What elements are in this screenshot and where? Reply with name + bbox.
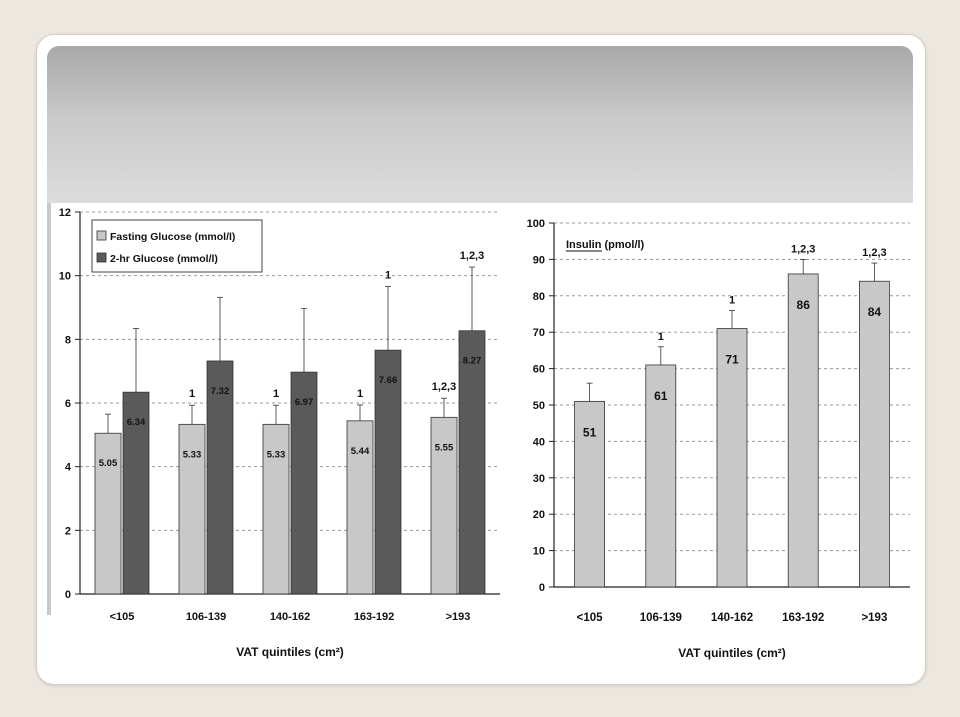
insulin-value-label: 61: [654, 389, 668, 403]
insulin-y-tick-label: 10: [533, 546, 545, 558]
fasting-significance-annotation: 1,2,3: [432, 381, 456, 393]
fasting-glucose-bar: [94, 432, 122, 595]
glucose-y-tick-label: 10: [59, 271, 71, 283]
insulin-x-tick-label: 140-162: [711, 612, 753, 624]
insulin-x-tick-label: 106-139: [640, 612, 682, 624]
two-hr-glucose-bar: [290, 371, 318, 595]
two-hr-glucose-bar: [374, 349, 402, 595]
glucose-x-tick-label: >193: [446, 611, 471, 623]
fasting-glucose-legend-label: Fasting Glucose (mmol/l): [110, 231, 235, 243]
insulin-value-label: 86: [797, 298, 811, 312]
two-hr-glucose-value-label: 6.34: [127, 417, 146, 428]
fasting-glucose-value-label: 5.33: [267, 449, 286, 460]
insulin-significance-annotation: 1: [658, 331, 664, 343]
fasting-significance-annotation: 1: [357, 388, 363, 400]
insulin-y-tick-label: 30: [533, 473, 545, 485]
fasting-glucose-bar: [430, 416, 458, 595]
glucose-x-axis-label: VAT quintiles (cm²): [236, 645, 344, 659]
two-hr-glucose-legend-label: 2-hr Glucose (mmol/l): [110, 253, 218, 265]
insulin-y-tick-label: 40: [533, 436, 545, 448]
glucose-x-tick-label: <105: [110, 611, 135, 623]
insulin-y-tick-label: 0: [539, 582, 545, 594]
two-hr-glucose-bar: [206, 360, 234, 595]
two-hr-glucose-bar: [458, 330, 486, 595]
insulin-panel: [512, 203, 913, 673]
fasting-significance-annotation: 1: [273, 388, 279, 400]
insulin-x-tick-label: <105: [577, 612, 604, 624]
insulin-x-axis-label: VAT quintiles (cm²): [678, 646, 786, 660]
fasting-glucose-value-label: 5.05: [99, 458, 118, 469]
two-hr-significance-annotation: 1: [385, 269, 391, 281]
glucose-y-tick-label: 2: [65, 525, 71, 537]
insulin-bar: [859, 280, 890, 588]
fasting-glucose-bar: [178, 423, 206, 595]
insulin-x-tick-label: 163-192: [782, 612, 824, 624]
two-hr-glucose-value-label: 7.66: [379, 375, 398, 386]
fasting-glucose-bar: [346, 420, 374, 595]
glucose-y-tick-label: 8: [65, 334, 71, 346]
glucose-y-tick-label: 12: [59, 207, 71, 219]
glucose-x-tick-label: 163-192: [354, 611, 394, 623]
two-hr-glucose-legend-swatch: [96, 252, 107, 263]
two-hr-glucose-value-label: 8.27: [463, 356, 482, 367]
insulin-value-label: 51: [583, 425, 597, 439]
insulin-significance-annotation: 1: [729, 294, 735, 306]
glucose-x-tick-label: 140-162: [270, 611, 310, 623]
fasting-significance-annotation: 1: [189, 388, 195, 400]
insulin-value-label: 71: [725, 353, 739, 367]
fasting-glucose-value-label: 5.33: [183, 449, 202, 460]
insulin-y-tick-label: 20: [533, 509, 545, 521]
glucose-y-tick-label: 0: [65, 589, 71, 601]
glucose-y-tick-label: 6: [65, 398, 71, 410]
glucose-legend-box: [91, 219, 263, 273]
insulin-significance-annotation: 1,2,3: [862, 247, 886, 259]
insulin-bar: [787, 273, 819, 588]
fasting-glucose-bar: [262, 423, 290, 595]
insulin-y-tick-label: 90: [533, 254, 545, 266]
two-hr-glucose-value-label: 7.32: [211, 386, 230, 397]
two-hr-glucose-bar: [122, 391, 150, 595]
fasting-glucose-legend-swatch: [96, 230, 107, 241]
two-hr-significance-annotation: 1,2,3: [460, 250, 484, 262]
insulin-y-tick-label: 70: [533, 327, 545, 339]
glucose-x-tick-label: 106-139: [186, 611, 226, 623]
insulin-y-tick-label: 60: [533, 364, 545, 376]
banner-edge: [47, 203, 51, 615]
two-hr-glucose-value-label: 6.97: [295, 397, 314, 408]
insulin-legend-label: Insulin (pmol/l): [566, 239, 645, 251]
insulin-bar: [645, 364, 677, 588]
insulin-bar: [716, 328, 748, 588]
insulin-y-tick-label: 100: [527, 218, 545, 230]
slide-title-banner: [47, 46, 913, 203]
insulin-y-tick-label: 50: [533, 400, 545, 412]
insulin-x-tick-label: >193: [861, 612, 887, 624]
glucose-y-tick-label: 4: [65, 462, 72, 474]
insulin-significance-annotation: 1,2,3: [791, 243, 815, 255]
fasting-glucose-value-label: 5.55: [435, 442, 454, 453]
insulin-value-label: 84: [868, 305, 882, 319]
insulin-y-tick-label: 80: [533, 291, 545, 303]
fasting-glucose-value-label: 5.44: [351, 446, 370, 457]
